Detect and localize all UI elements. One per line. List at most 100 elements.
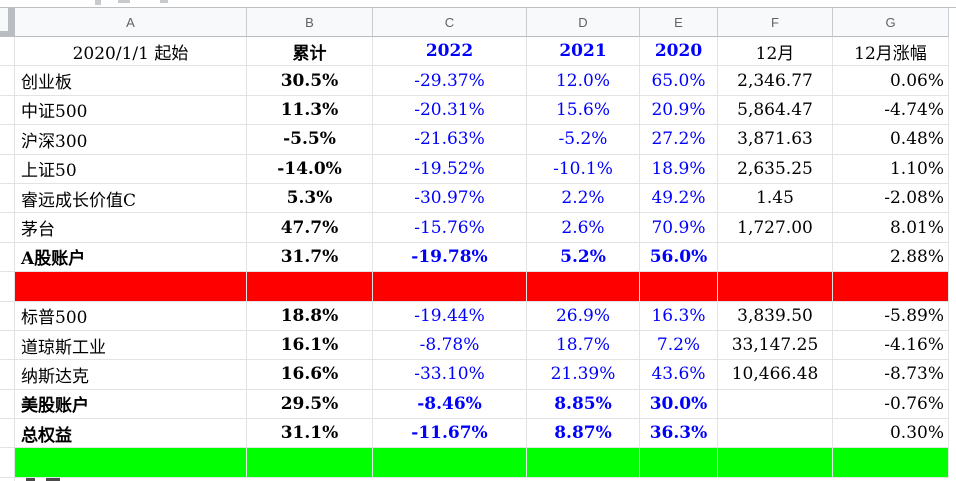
cell-f[interactable]: 2,635.25 (718, 154, 833, 184)
row-header[interactable] (0, 95, 15, 126)
cell-d[interactable]: 12.0% (527, 66, 640, 96)
cell-b-title[interactable]: 累计 (247, 37, 373, 67)
cell-c[interactable]: -33.10% (373, 360, 527, 390)
cell-e[interactable]: 43.6% (640, 360, 718, 390)
row-header[interactable] (0, 448, 15, 478)
cell-e[interactable]: 36.3% (640, 419, 718, 449)
cell-e[interactable]: 20.9% (640, 95, 718, 126)
cell-b[interactable]: 11.3% (247, 95, 373, 126)
cell-g[interactable]: -2.08% (833, 183, 949, 214)
row-header[interactable] (0, 213, 15, 243)
cell-c[interactable]: -19.78% (373, 242, 527, 273)
cell-g[interactable]: 2.88% (833, 242, 949, 273)
cell-d[interactable]: 26.9% (527, 301, 640, 331)
cell-g[interactable]: 8.01% (833, 213, 949, 243)
row-header[interactable] (0, 330, 15, 361)
column-header-c[interactable]: C (373, 8, 527, 37)
cell-g[interactable]: 1.10% (833, 154, 949, 184)
cell-d[interactable]: -10.1% (527, 154, 640, 184)
cell-a[interactable]: 美股账户 (15, 389, 247, 420)
cell-b[interactable]: 31.7% (247, 242, 373, 273)
row-header[interactable] (0, 419, 15, 449)
column-header-g[interactable]: G (833, 8, 949, 37)
cell-g[interactable]: -4.74% (833, 95, 949, 126)
cell-c[interactable] (373, 448, 527, 478)
cell-d[interactable]: 15.6% (527, 95, 640, 126)
cell-b[interactable]: 31.1% (247, 419, 373, 449)
cell-e[interactable]: 65.0% (640, 66, 718, 96)
cell-a[interactable]: 纳斯达克 (15, 360, 247, 390)
cell-e[interactable]: 56.0% (640, 242, 718, 273)
cell-g[interactable]: 0.06% (833, 66, 949, 96)
cell-f[interactable] (718, 242, 833, 273)
cell-d[interactable] (527, 448, 640, 478)
column-header-e[interactable]: E (640, 8, 718, 37)
cell-c-title[interactable]: 2022 (373, 37, 527, 67)
row-header[interactable] (0, 66, 15, 96)
cell-b[interactable]: 29.5% (247, 389, 373, 420)
row-header[interactable] (0, 389, 15, 420)
cell-f[interactable] (718, 448, 833, 478)
cell-g[interactable]: -5.89% (833, 301, 949, 331)
cell-a[interactable]: A股账户 (15, 242, 247, 273)
row-header[interactable] (0, 272, 15, 302)
cell-g[interactable] (833, 272, 949, 302)
cell-c[interactable]: -30.97% (373, 183, 527, 214)
cell-d[interactable]: 2.6% (527, 213, 640, 243)
row-header[interactable] (0, 477, 15, 481)
cell-c[interactable]: -29.37% (373, 66, 527, 96)
cell-d-title[interactable]: 2021 (527, 37, 640, 67)
cell-b[interactable]: 16.6% (247, 360, 373, 390)
cell-f[interactable] (718, 389, 833, 420)
cell-c[interactable]: -19.44% (373, 301, 527, 331)
row-header[interactable] (0, 242, 15, 273)
cell-b[interactable]: 47.7% (247, 213, 373, 243)
cell-a[interactable]: 道琼斯工业 (15, 330, 247, 361)
cell-c[interactable]: -21.63% (373, 125, 527, 155)
cell-g[interactable]: -0.76% (833, 389, 949, 420)
cell-f[interactable]: 3,839.50 (718, 301, 833, 331)
cell-f-title[interactable]: 12月 (718, 37, 833, 67)
cell-e[interactable]: 16.3% (640, 301, 718, 331)
select-all-corner[interactable] (0, 8, 15, 37)
cell-e[interactable]: 27.2% (640, 125, 718, 155)
cell-f[interactable]: 1,727.00 (718, 213, 833, 243)
column-header-f[interactable]: F (718, 8, 833, 37)
cell-a[interactable]: 沪深300 (15, 125, 247, 155)
cell-c[interactable]: -15.76% (373, 213, 527, 243)
cell-a[interactable]: 茅台 (15, 213, 247, 243)
cell-f[interactable]: 3,871.63 (718, 125, 833, 155)
cell-f[interactable]: 1.45 (718, 183, 833, 214)
cell-f[interactable] (718, 272, 833, 302)
cell-b[interactable]: -14.0% (247, 154, 373, 184)
cell-g[interactable] (833, 448, 949, 478)
cell-g-title[interactable]: 12月涨幅 (833, 37, 949, 67)
cell-e[interactable]: 70.9% (640, 213, 718, 243)
cell-e-title[interactable]: 2020 (640, 37, 718, 67)
row-header[interactable] (0, 360, 15, 390)
cell-c[interactable]: -20.31% (373, 95, 527, 126)
cell-d[interactable]: 21.39% (527, 360, 640, 390)
cell-f[interactable] (718, 419, 833, 449)
cell-g[interactable]: 0.30% (833, 419, 949, 449)
cell-b[interactable] (247, 272, 373, 302)
row-header[interactable] (0, 37, 15, 67)
cell-a[interactable]: 睿远成长价值C (15, 183, 247, 214)
cell-c[interactable]: -11.67% (373, 419, 527, 449)
column-header-b[interactable]: B (247, 8, 373, 37)
cell-b[interactable]: 30.5% (247, 66, 373, 96)
cell-d[interactable] (527, 272, 640, 302)
cell-f[interactable]: 33,147.25 (718, 330, 833, 361)
cell-a[interactable]: 上证50 (15, 154, 247, 184)
column-header-d[interactable]: D (527, 8, 640, 37)
row-header[interactable] (0, 154, 15, 184)
cell-e[interactable]: 30.0% (640, 389, 718, 420)
cell-d[interactable]: -5.2% (527, 125, 640, 155)
cell-g[interactable]: -4.16% (833, 330, 949, 361)
cell-e[interactable]: 7.2% (640, 330, 718, 361)
cell-e[interactable]: 18.9% (640, 154, 718, 184)
cell-f[interactable]: 5,864.47 (718, 95, 833, 126)
cell-e[interactable] (640, 448, 718, 478)
cell-a[interactable] (15, 272, 247, 302)
row-header[interactable] (0, 301, 15, 331)
